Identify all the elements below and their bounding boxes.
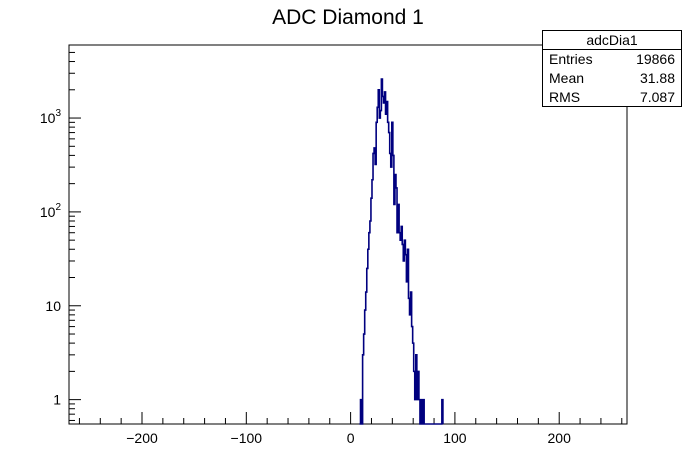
histogram-bin (387, 102, 388, 424)
x-tick-label: 0 (347, 430, 355, 446)
x-tick-label: −100 (231, 430, 263, 446)
x-axis-ticks: −200 −100 0 100 200 (78, 412, 623, 446)
histogram-bin (397, 233, 398, 424)
histogram-bin (415, 400, 416, 424)
y-tick-label: 102 (40, 202, 62, 220)
histogram-bin (406, 282, 407, 424)
stats-row-entries: Entries 19866 (543, 50, 681, 69)
histogram-bin (388, 122, 389, 424)
x-tick-label: 200 (548, 430, 572, 446)
histogram-bin (370, 221, 371, 424)
histogram-bin (369, 233, 370, 424)
histogram-bin (382, 96, 383, 424)
plot-frame (68, 44, 628, 425)
stats-label: Mean (549, 70, 585, 86)
histogram-bin (391, 167, 392, 424)
stats-row-mean: Mean 31.88 (543, 69, 681, 88)
histogram-bin (410, 315, 411, 424)
histogram-bin (403, 261, 404, 424)
stats-label: RMS (549, 89, 581, 105)
x-tick-label: −200 (126, 430, 158, 446)
histogram-bin (389, 133, 390, 424)
histogram-bin (394, 204, 395, 424)
histogram-bin (378, 90, 379, 424)
histogram-bin (366, 292, 367, 424)
stats-value: 19866 (636, 51, 675, 67)
histogram-bin (401, 226, 402, 424)
histogram-bin (402, 244, 403, 424)
y-tick-label: 10 (45, 298, 61, 314)
histogram-bin (386, 114, 387, 424)
chart-title: ADC Diamond 1 (272, 6, 424, 29)
histogram-bin (417, 400, 418, 424)
stats-box: adcDia1 Entries 19866 Mean 31.88 RMS 7.0… (542, 30, 682, 107)
stats-value: 7.087 (639, 89, 675, 105)
histogram-bin (371, 198, 372, 424)
histogram-bin (381, 79, 382, 424)
histogram-bin (368, 249, 369, 424)
histogram-bin (374, 148, 375, 424)
histogram-bin (390, 153, 391, 424)
histogram-bin (383, 103, 384, 424)
stats-value: 31.88 (639, 70, 675, 86)
histogram-bin (375, 164, 376, 424)
histogram-bin (385, 92, 386, 424)
histogram-outline (359, 78, 444, 425)
histogram-bins (361, 79, 443, 424)
histogram-bin (377, 107, 378, 424)
histogram-bin (404, 240, 405, 424)
y-axis-ticks: 1 10 102 103 (40, 44, 81, 421)
histogram-bin (398, 204, 399, 424)
y-tick-label: 1 (53, 392, 61, 408)
histogram-bin (376, 122, 377, 424)
histogram-bin (372, 180, 373, 424)
y-tick-label: 103 (40, 108, 62, 126)
x-tick-label: 100 (443, 430, 467, 446)
histogram-bin (380, 111, 381, 424)
histogram-bin (379, 118, 380, 424)
stats-label: Entries (549, 51, 593, 67)
histogram-bin (400, 240, 401, 424)
histogram-bin (408, 298, 409, 424)
histogram-bin (399, 233, 400, 424)
stats-row-rms: RMS 7.087 (543, 88, 681, 107)
histogram-bin (373, 153, 374, 424)
stats-title: adcDia1 (543, 31, 681, 50)
histogram-bin (395, 175, 396, 424)
